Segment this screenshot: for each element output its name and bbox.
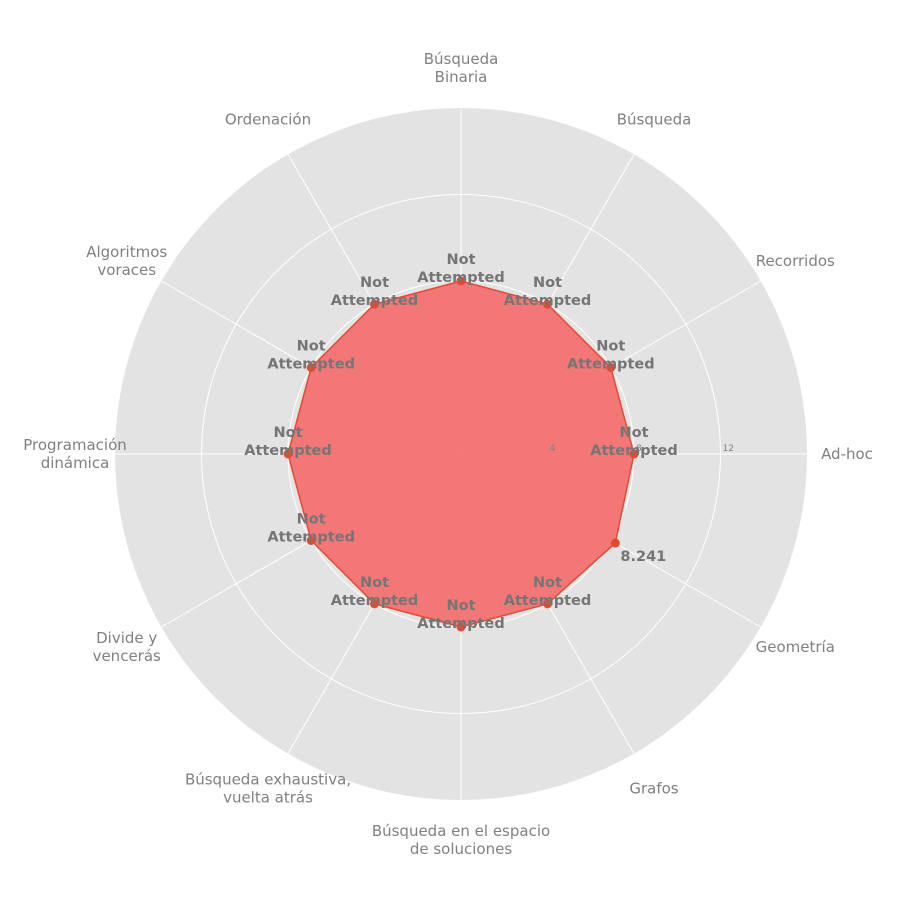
axis-label: Programación dinámica xyxy=(23,436,127,472)
data-point xyxy=(456,622,466,632)
axis-label: Geometría xyxy=(756,638,835,656)
data-label: Not Attempted xyxy=(244,425,332,459)
data-label: Not Attempted xyxy=(567,339,655,373)
axis-label: Grafos xyxy=(629,779,678,797)
data-label: Not Attempted xyxy=(417,252,505,286)
radial-tick-label: 4 xyxy=(550,444,556,454)
data-point xyxy=(610,538,620,548)
data-label: Not Attempted xyxy=(331,275,419,309)
axis-label: Divide y vencerás xyxy=(93,629,161,665)
axis-label: Ad-hoc xyxy=(821,445,873,463)
data-label: Not Attempted xyxy=(590,425,678,459)
data-point xyxy=(370,299,379,309)
data-label: Not Attempted xyxy=(331,575,419,609)
series xyxy=(283,276,639,632)
axis-label: Búsqueda en el espacio de soluciones xyxy=(372,822,550,858)
axis-label: Búsqueda exhaustiva, vuelta atrás xyxy=(185,770,351,806)
axis-label: Búsqueda Binaria xyxy=(424,50,499,86)
data-point xyxy=(543,299,552,309)
data-point xyxy=(456,276,466,286)
data-label: Not Attempted xyxy=(267,339,355,373)
data-point xyxy=(543,599,552,609)
data-label: Not Attempted xyxy=(504,275,592,309)
data-label: Not Attempted xyxy=(267,512,355,546)
radial-tick-label: 12 xyxy=(723,444,734,454)
data-label: Not Attempted xyxy=(504,575,592,609)
radial-ticks: 4 8 12 xyxy=(550,444,734,454)
data-point xyxy=(606,363,616,372)
axis-label: Algoritmos voraces xyxy=(86,243,167,279)
data-label: 8.241 xyxy=(620,549,666,565)
axis-label: Ordenación xyxy=(225,111,311,129)
axis-labels: Ad-hoc Recorridos Búsqueda Búsqueda Binaria O… xyxy=(23,50,873,858)
axis-label: Recorridos xyxy=(756,252,835,270)
axis-label: Búsqueda xyxy=(617,111,692,129)
data-point xyxy=(629,449,639,459)
data-point xyxy=(306,536,316,545)
data-label: Not Attempted xyxy=(417,598,505,632)
data-point xyxy=(370,599,379,609)
data-point xyxy=(283,449,293,459)
data-point xyxy=(306,363,316,372)
radial-tick-label: 8 xyxy=(636,444,642,454)
